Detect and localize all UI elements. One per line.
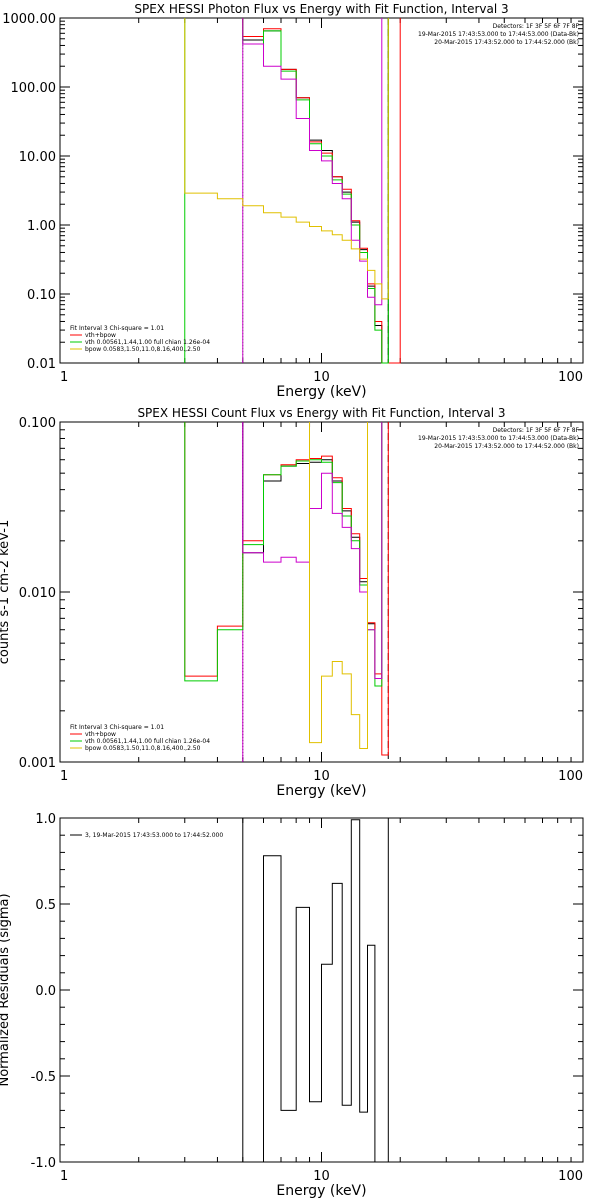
series-bpow [184,18,389,300]
header-line: Detectors: 1F 3F 5F 6F 7F 8F [493,427,580,434]
legend-entry: vth 0.00561,1.44,1.00 full chian 1.26e-0… [85,738,210,745]
x-tick-label: 100 [558,1169,583,1184]
fit-label: Fit Interval 3 Chi-square = 1.01 [70,325,164,332]
series-data-bk [242,422,383,679]
y-tick-label: -0.5 [31,1070,56,1085]
y-tick-label: 1.0 [35,812,56,827]
y-tick-label: 1.00 [27,219,56,234]
y-axis-label: Normalized Residuals (sigma) [0,893,12,1086]
series-3-19-mar-2015-17-43-53-000-to-17-44-52-000 [242,818,389,1163]
series-data-bk [242,18,389,364]
fit-label: Fit Interval 3 Chi-square = 1.01 [70,724,164,731]
series-bpow [309,422,368,749]
chart-title: SPEX HESSI Count Flux vs Energy with Fit… [137,406,505,420]
x-tick-label: 100 [558,769,583,784]
legend-entry: 3, 19-Mar-2015 17:43:53.000 to 17:44:52.… [85,832,223,839]
x-tick-label: 1 [60,370,68,385]
y-tick-label: 10.00 [19,150,56,165]
series-vth [184,422,383,687]
legend-entry: vth+bpow [85,332,116,339]
axes-panel-3: 1 10 100 Energy (keV) -1.0 -0.5 0.0 0.5 1.0 Norma… [0,812,584,1199]
y-tick-label: 100.00 [11,81,57,96]
x-tick-label: 10 [313,769,330,784]
y-axis-label: counts s-1 cm-2 keV-1 [0,520,12,665]
axes-panel-2: SPEX HESSI Count Flux vs Energy with Fit… [0,406,584,799]
header-line: Detectors: 1F 3F 5F 6F 7F 8F [493,23,580,30]
legend-entry: vth+bpow [85,731,116,738]
x-axis-label: Energy (keV) [276,783,366,799]
x-tick-label: 1 [60,769,68,784]
x-axis-label: Energy (keV) [276,1183,366,1199]
y-tick-label: 0.100 [19,416,56,431]
y-tick-label: 0.10 [27,288,56,303]
header-line: 19-Mar-2015 17:43:53.000 to 17:44:53.000… [418,435,579,442]
axes-panel-1: SPEX HESSI Photon Flux vs Energy with Fi… [2,2,584,400]
y-tick-label: 0.0 [35,984,56,999]
series-vth [242,18,389,364]
y-tick-label: 0.001 [19,756,56,771]
chart-title: SPEX HESSI Photon Flux vs Energy with Fi… [134,2,508,16]
y-tick-label: 0.01 [27,357,56,372]
legend-entry: bpow 0.0583,1.50,11.0,8.16,400.,2.50 [85,346,201,353]
x-tick-label: 10 [313,1169,330,1184]
header-line: 20-Mar-2015 17:43:52.000 to 17:44:52.000… [434,443,579,450]
header-line: 20-Mar-2015 17:43:52.000 to 17:44:52.000… [434,39,579,46]
series-vth-bpow [242,18,401,364]
y-tick-label: 1000.00 [2,12,56,27]
y-tick-label: -1.0 [31,1156,56,1171]
x-tick-label: 100 [558,370,583,385]
x-tick-label: 10 [313,370,330,385]
plot-frame [59,17,584,364]
y-tick-label: 0.010 [19,586,56,601]
x-axis-label: Energy (keV) [276,384,366,400]
legend-entry: bpow 0.0583,1.50,11.0,8.16,400.,2.50 [85,745,201,752]
series-bk [242,18,383,306]
x-tick-label: 1 [60,1169,68,1184]
header-line: 19-Mar-2015 17:43:53.000 to 17:44:53.000… [418,31,579,38]
legend-entry: vth 0.00561,1.44,1.00 full chian 1.26e-0… [85,339,210,346]
series-vth-bpow [184,422,389,756]
y-tick-label: 0.5 [35,898,56,913]
